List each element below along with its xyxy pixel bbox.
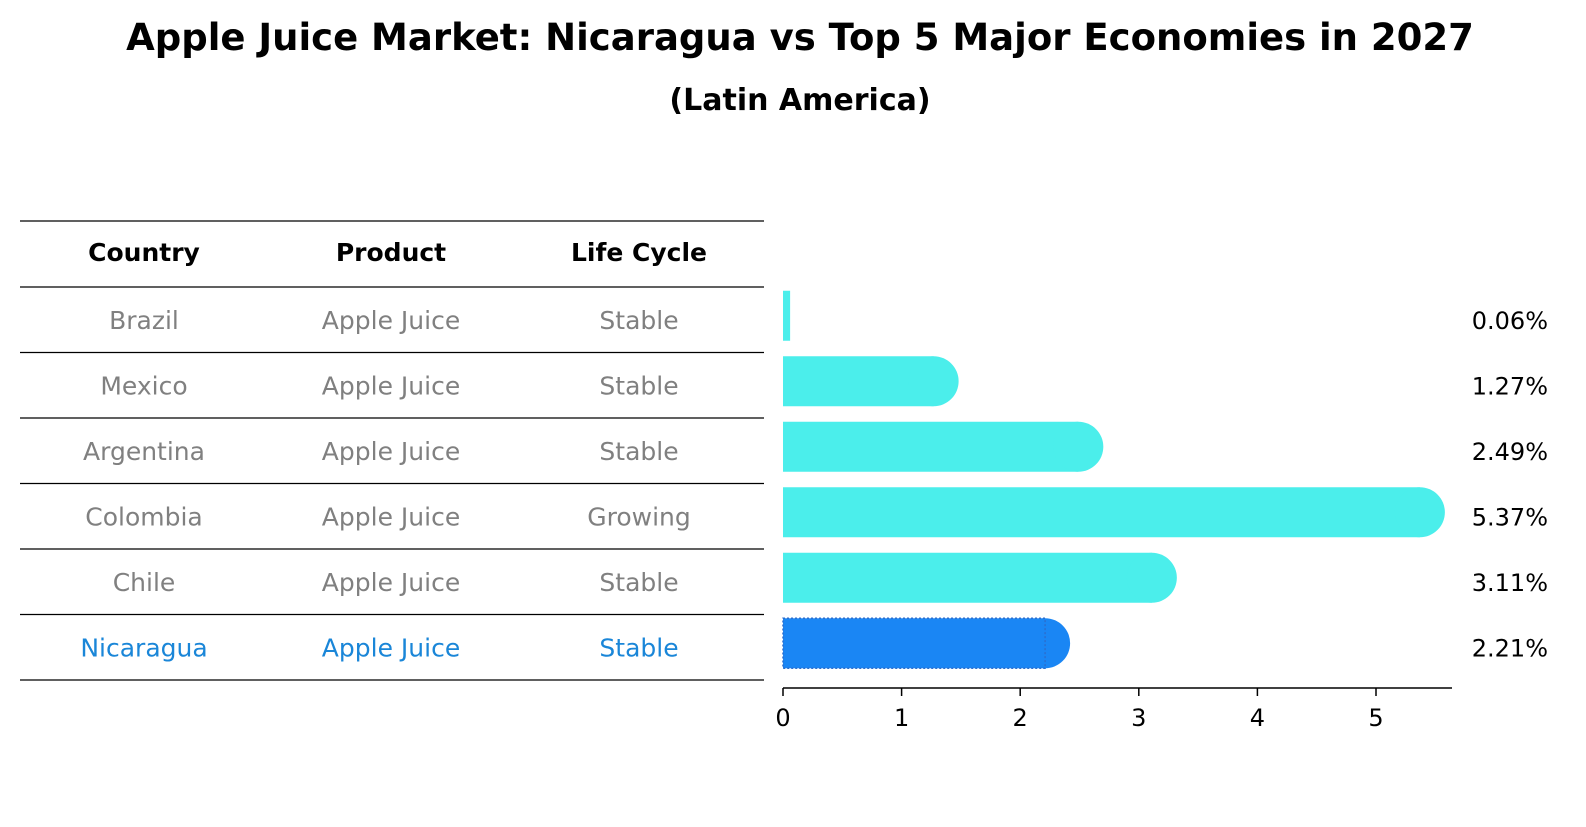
table-row: Mexico Apple Juice Stable xyxy=(100,371,678,400)
table-cell: Stable xyxy=(599,568,678,597)
table-cell: Nicaragua xyxy=(80,633,207,662)
bar-body xyxy=(783,487,1420,538)
table-cell: Stable xyxy=(599,437,678,466)
table-cell: Argentina xyxy=(83,437,205,466)
bar-cap xyxy=(1053,421,1104,472)
table-cell: Stable xyxy=(599,371,678,400)
bar-nicaragua xyxy=(782,617,1071,669)
bar-cap xyxy=(1394,487,1445,538)
table-cell: Apple Juice xyxy=(322,371,460,400)
bar-mexico xyxy=(783,356,959,407)
bar-body xyxy=(783,421,1079,472)
table-cell: Apple Juice xyxy=(322,306,460,335)
table-cell: Apple Juice xyxy=(322,502,460,531)
value-label: 5.37% xyxy=(1472,503,1548,531)
value-label: 2.21% xyxy=(1472,634,1548,662)
bar-body xyxy=(783,356,934,407)
table-row: Brazil Apple Juice Stable xyxy=(109,306,678,335)
value-label: 1.27% xyxy=(1472,372,1548,400)
x-tick-label: 2 xyxy=(1013,704,1028,732)
chart-subtitle: (Latin America) xyxy=(669,83,930,118)
x-tick-label: 0 xyxy=(775,704,790,732)
table-cell: Brazil xyxy=(109,306,179,335)
table-cell: Mexico xyxy=(100,371,187,400)
bar-brazil xyxy=(783,290,791,341)
bar-cap xyxy=(1126,552,1177,603)
table-header-cell: Life Cycle xyxy=(571,238,707,267)
bar-body xyxy=(783,618,1046,669)
value-label: 3.11% xyxy=(1472,569,1548,597)
table-header-cell: Country xyxy=(88,238,200,267)
x-tick-label: 4 xyxy=(1250,704,1265,732)
chart-title: Apple Juice Market: Nicaragua vs Top 5 M… xyxy=(126,16,1474,59)
table-row: Nicaragua Apple Juice Stable xyxy=(80,633,678,662)
table-cell: Apple Juice xyxy=(322,633,460,662)
table-cell: Chile xyxy=(113,568,176,597)
x-axis: 0 1 2 3 4 5 xyxy=(775,687,1452,732)
table-cell: Colombia xyxy=(85,502,202,531)
table-cell: Apple Juice xyxy=(322,437,460,466)
bar-cap xyxy=(908,356,959,407)
x-tick-label: 5 xyxy=(1368,704,1383,732)
bar-body xyxy=(783,290,791,341)
bar-colombia xyxy=(783,487,1445,538)
table-cell: Stable xyxy=(599,306,678,335)
value-labels: 0.06% 1.27% 2.49% 5.37% 3.11% 2.21% xyxy=(1472,307,1548,663)
x-tick-label: 3 xyxy=(1131,704,1146,732)
table-row: Colombia Apple Juice Growing xyxy=(85,502,691,531)
table-header-cell: Product xyxy=(336,238,446,267)
table-row: Chile Apple Juice Stable xyxy=(113,568,679,597)
table: Country Product Life Cycle Brazil Apple Juic… xyxy=(20,220,764,681)
table-row: Argentina Apple Juice Stable xyxy=(83,437,679,466)
bar-chile xyxy=(783,552,1177,603)
table-cell: Growing xyxy=(587,502,691,531)
bar-body xyxy=(783,552,1152,603)
value-label: 2.49% xyxy=(1472,438,1548,466)
value-label: 0.06% xyxy=(1472,307,1548,335)
x-tick-label: 1 xyxy=(894,704,909,732)
bar-cap xyxy=(1020,618,1071,669)
table-cell: Stable xyxy=(599,633,678,662)
bar-argentina xyxy=(783,421,1104,472)
table-cell: Apple Juice xyxy=(322,568,460,597)
bars xyxy=(782,290,1445,669)
